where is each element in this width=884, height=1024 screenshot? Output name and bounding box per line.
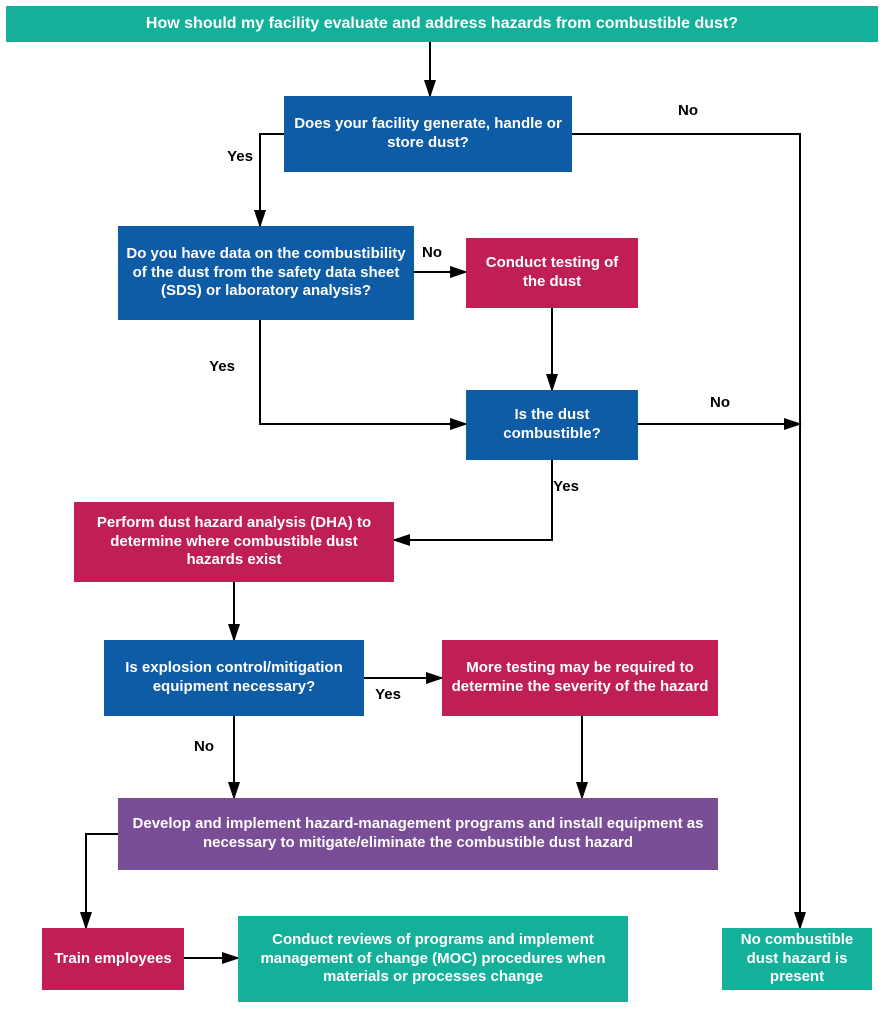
edge-label-e_explosion_yes: Yes [368,686,408,703]
edge-label-e_combustible_no: No [700,394,740,411]
edge-e_combustible_yes [394,460,552,540]
edge-label-e_explosion_no: No [184,738,224,755]
node-q-have-data: Do you have data on the combustibility o… [118,226,414,320]
edge-label-e_generate_no: No [668,102,708,119]
node-q-combustible: Is the dust combustible? [466,390,638,460]
edge-e_havedata_yes [260,320,466,424]
node-a-more-testing: More testing may be required to determin… [442,640,718,716]
node-a-train: Train employees [42,928,184,990]
node-a-moc: Conduct reviews of programs and implemen… [238,916,628,1002]
node-a-dha: Perform dust hazard analysis (DHA) to de… [74,502,394,582]
edge-label-e_generate_yes: Yes [220,148,260,165]
node-a-develop: Develop and implement hazard-management … [118,798,718,870]
node-title: How should my facility evaluate and addr… [6,6,878,42]
edge-e_generate_yes [260,134,284,226]
node-q-generate: Does your facility generate, handle or s… [284,96,572,172]
flowchart-stage: How should my facility evaluate and addr… [0,0,884,1024]
edge-label-e_combustible_yes: Yes [546,478,586,495]
edge-label-e_havedata_yes: Yes [202,358,242,375]
node-a-conduct-test: Conduct testing of the dust [466,238,638,308]
node-q-explosion: Is explosion control/mitigation equipmen… [104,640,364,716]
node-a-no-hazard: No combustible dust hazard is present [722,928,872,990]
edge-e_develop_train [86,834,118,928]
edge-label-e_havedata_no: No [412,244,452,261]
